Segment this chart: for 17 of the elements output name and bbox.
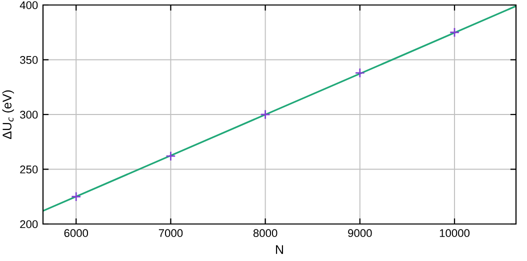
y-tick-label: 300 <box>20 110 38 119</box>
point <box>71 192 82 202</box>
point <box>166 151 176 162</box>
y-axis-title: ΔU$_{c}$ (eV) <box>2 90 14 139</box>
y-tick-label: 400 <box>20 1 38 10</box>
y-tick-label: 350 <box>20 56 38 64</box>
x-tick-label: 6000 <box>64 229 88 238</box>
point <box>449 27 460 38</box>
point <box>354 68 365 78</box>
y-tick-label: 250 <box>20 166 38 174</box>
point <box>260 109 270 120</box>
y-tick-label: 200 <box>20 220 38 228</box>
x-tick-label: 10000 <box>440 229 470 238</box>
x-tick-label: 7000 <box>158 229 183 238</box>
x-tick-label: 9000 <box>348 229 372 238</box>
x-tick-label: 8000 <box>253 229 278 238</box>
x-axis-title: N <box>276 245 283 254</box>
